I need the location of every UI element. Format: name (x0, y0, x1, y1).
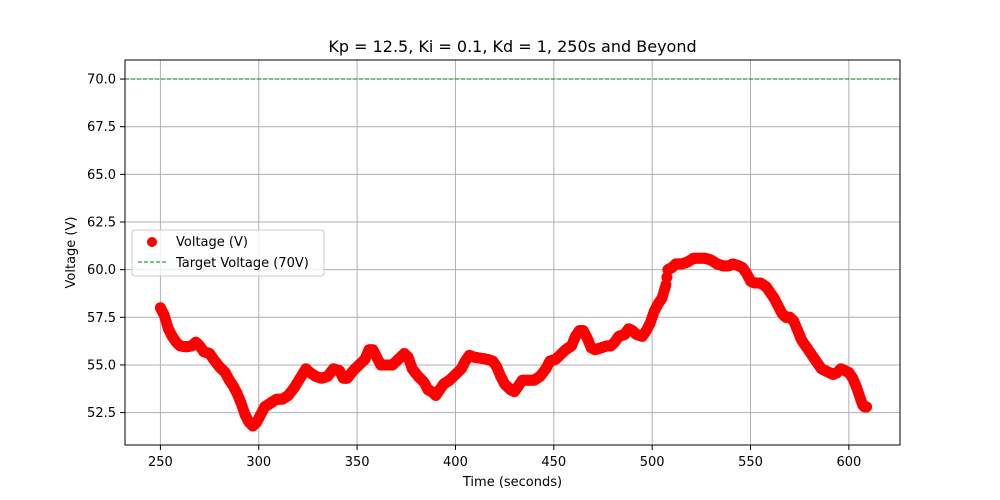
voltage-point (861, 401, 873, 413)
x-tick-label: 450 (541, 455, 566, 470)
x-tick-label: 250 (148, 455, 173, 470)
y-tick-label: 65.0 (87, 168, 116, 183)
data-layer (125, 78, 900, 432)
x-tick-label: 500 (640, 455, 665, 470)
chart-title: Kp = 12.5, Ki = 0.1, Kd = 1, 250s and Be… (328, 37, 696, 56)
x-tick-label: 550 (738, 455, 763, 470)
y-tick-label: 60.0 (87, 263, 116, 278)
x-axis-label: Time (seconds) (462, 475, 562, 490)
axis-ticks: 250 300 350 400 450 500 550 600 52.5 55.0 57.5 60.0… (87, 73, 861, 470)
plot-frame (124, 59, 901, 446)
x-tick-label: 350 (345, 455, 370, 470)
y-tick-label: 57.5 (87, 311, 116, 326)
legend-label-voltage: Voltage (V) (176, 235, 248, 250)
legend-label-target: Target Voltage (70V) (175, 256, 309, 271)
y-axis-label: Voltage (V) (64, 217, 79, 289)
y-tick-label: 67.5 (87, 120, 116, 135)
x-tick-label: 300 (246, 455, 271, 470)
y-tick-label: 52.5 (87, 406, 116, 421)
y-tick-label: 70.0 (87, 73, 116, 88)
y-tick-label: 55.0 (87, 358, 116, 373)
legend: Voltage (V) Target Voltage (70V) (131, 229, 325, 277)
legend-box (131, 229, 325, 277)
x-tick-label: 400 (443, 455, 468, 470)
legend-marker-voltage (147, 237, 157, 247)
y-tick-label: 62.5 (87, 216, 116, 231)
x-tick-label: 600 (836, 455, 861, 470)
